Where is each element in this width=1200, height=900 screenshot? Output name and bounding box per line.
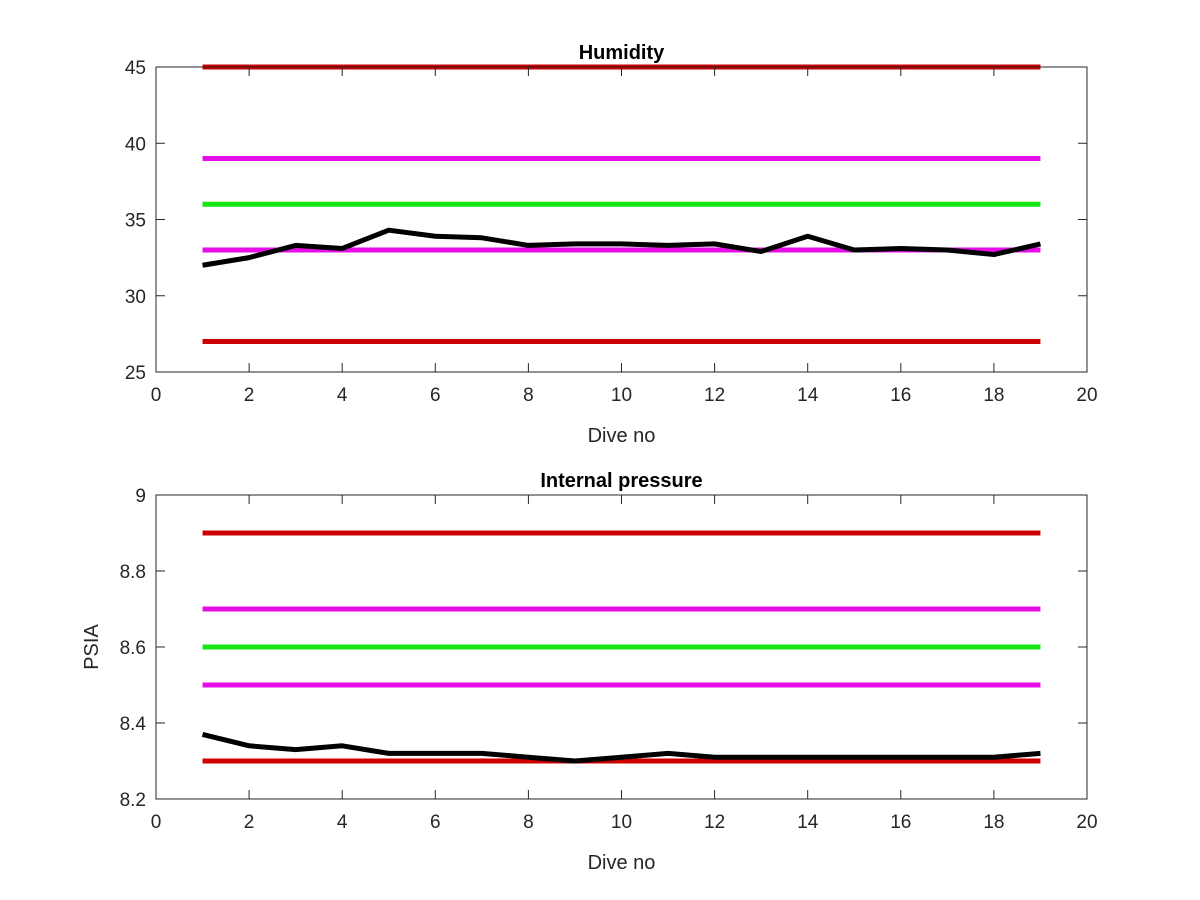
y-tick-label: 8.2 [120, 790, 146, 811]
x-tick-label: 0 [151, 812, 162, 833]
y-tick-label: 45 [125, 58, 146, 79]
x-tick-label: 14 [797, 812, 819, 833]
y-tick-label: 25 [125, 363, 146, 384]
x-tick-label: 0 [151, 385, 162, 406]
chart-panel-1: 0 2 4 6 8 10 12 14 16 18 20 25 30 35 40 45 Humidity Dive … [125, 42, 1098, 447]
chart-panel-2: 0 2 4 6 8 10 12 14 16 18 20 8.2 8.4 8.6 8.8 9 Internal p… [81, 470, 1098, 874]
x-tick-label: 2 [244, 812, 255, 833]
x-tick-label: 6 [430, 385, 441, 406]
x-tick-label: 8 [523, 812, 534, 833]
x-axis-label: Dive no [588, 852, 656, 874]
y-tick-label: 9 [135, 486, 146, 507]
y-tick-label: 35 [125, 211, 146, 232]
x-tick-label: 12 [704, 385, 725, 406]
y-tick-label: 30 [125, 287, 146, 308]
x-tick-label: 8 [523, 385, 534, 406]
x-tick-label: 18 [983, 812, 1004, 833]
y-tick-label: 8.4 [120, 714, 147, 735]
y-axis-label: PSIA [81, 624, 103, 670]
x-tick-label: 16 [890, 812, 911, 833]
x-tick-label: 20 [1076, 812, 1097, 833]
x-tick-label: 10 [611, 385, 632, 406]
x-tick-label: 16 [890, 385, 911, 406]
x-tick-label: 14 [797, 385, 819, 406]
y-tick-label: 40 [125, 134, 146, 155]
y-tick-label: 8.8 [120, 562, 146, 583]
data-series-line-6 [201, 731, 1041, 764]
chart-title: Humidity [579, 42, 665, 64]
chart-title: Internal pressure [540, 470, 702, 492]
plot-area [156, 67, 1087, 372]
y-tick-label: 8.6 [120, 638, 146, 659]
data-series-line-6 [202, 227, 1042, 268]
x-tick-label: 18 [983, 385, 1004, 406]
x-tick-label: 10 [611, 812, 632, 833]
x-tick-label: 6 [430, 812, 441, 833]
x-tick-label: 2 [244, 385, 255, 406]
x-axis-label: Dive no [588, 425, 656, 447]
x-tick-label: 12 [704, 812, 725, 833]
x-tick-label: 4 [337, 812, 348, 833]
x-tick-label: 20 [1076, 385, 1097, 406]
x-tick-label: 4 [337, 385, 348, 406]
